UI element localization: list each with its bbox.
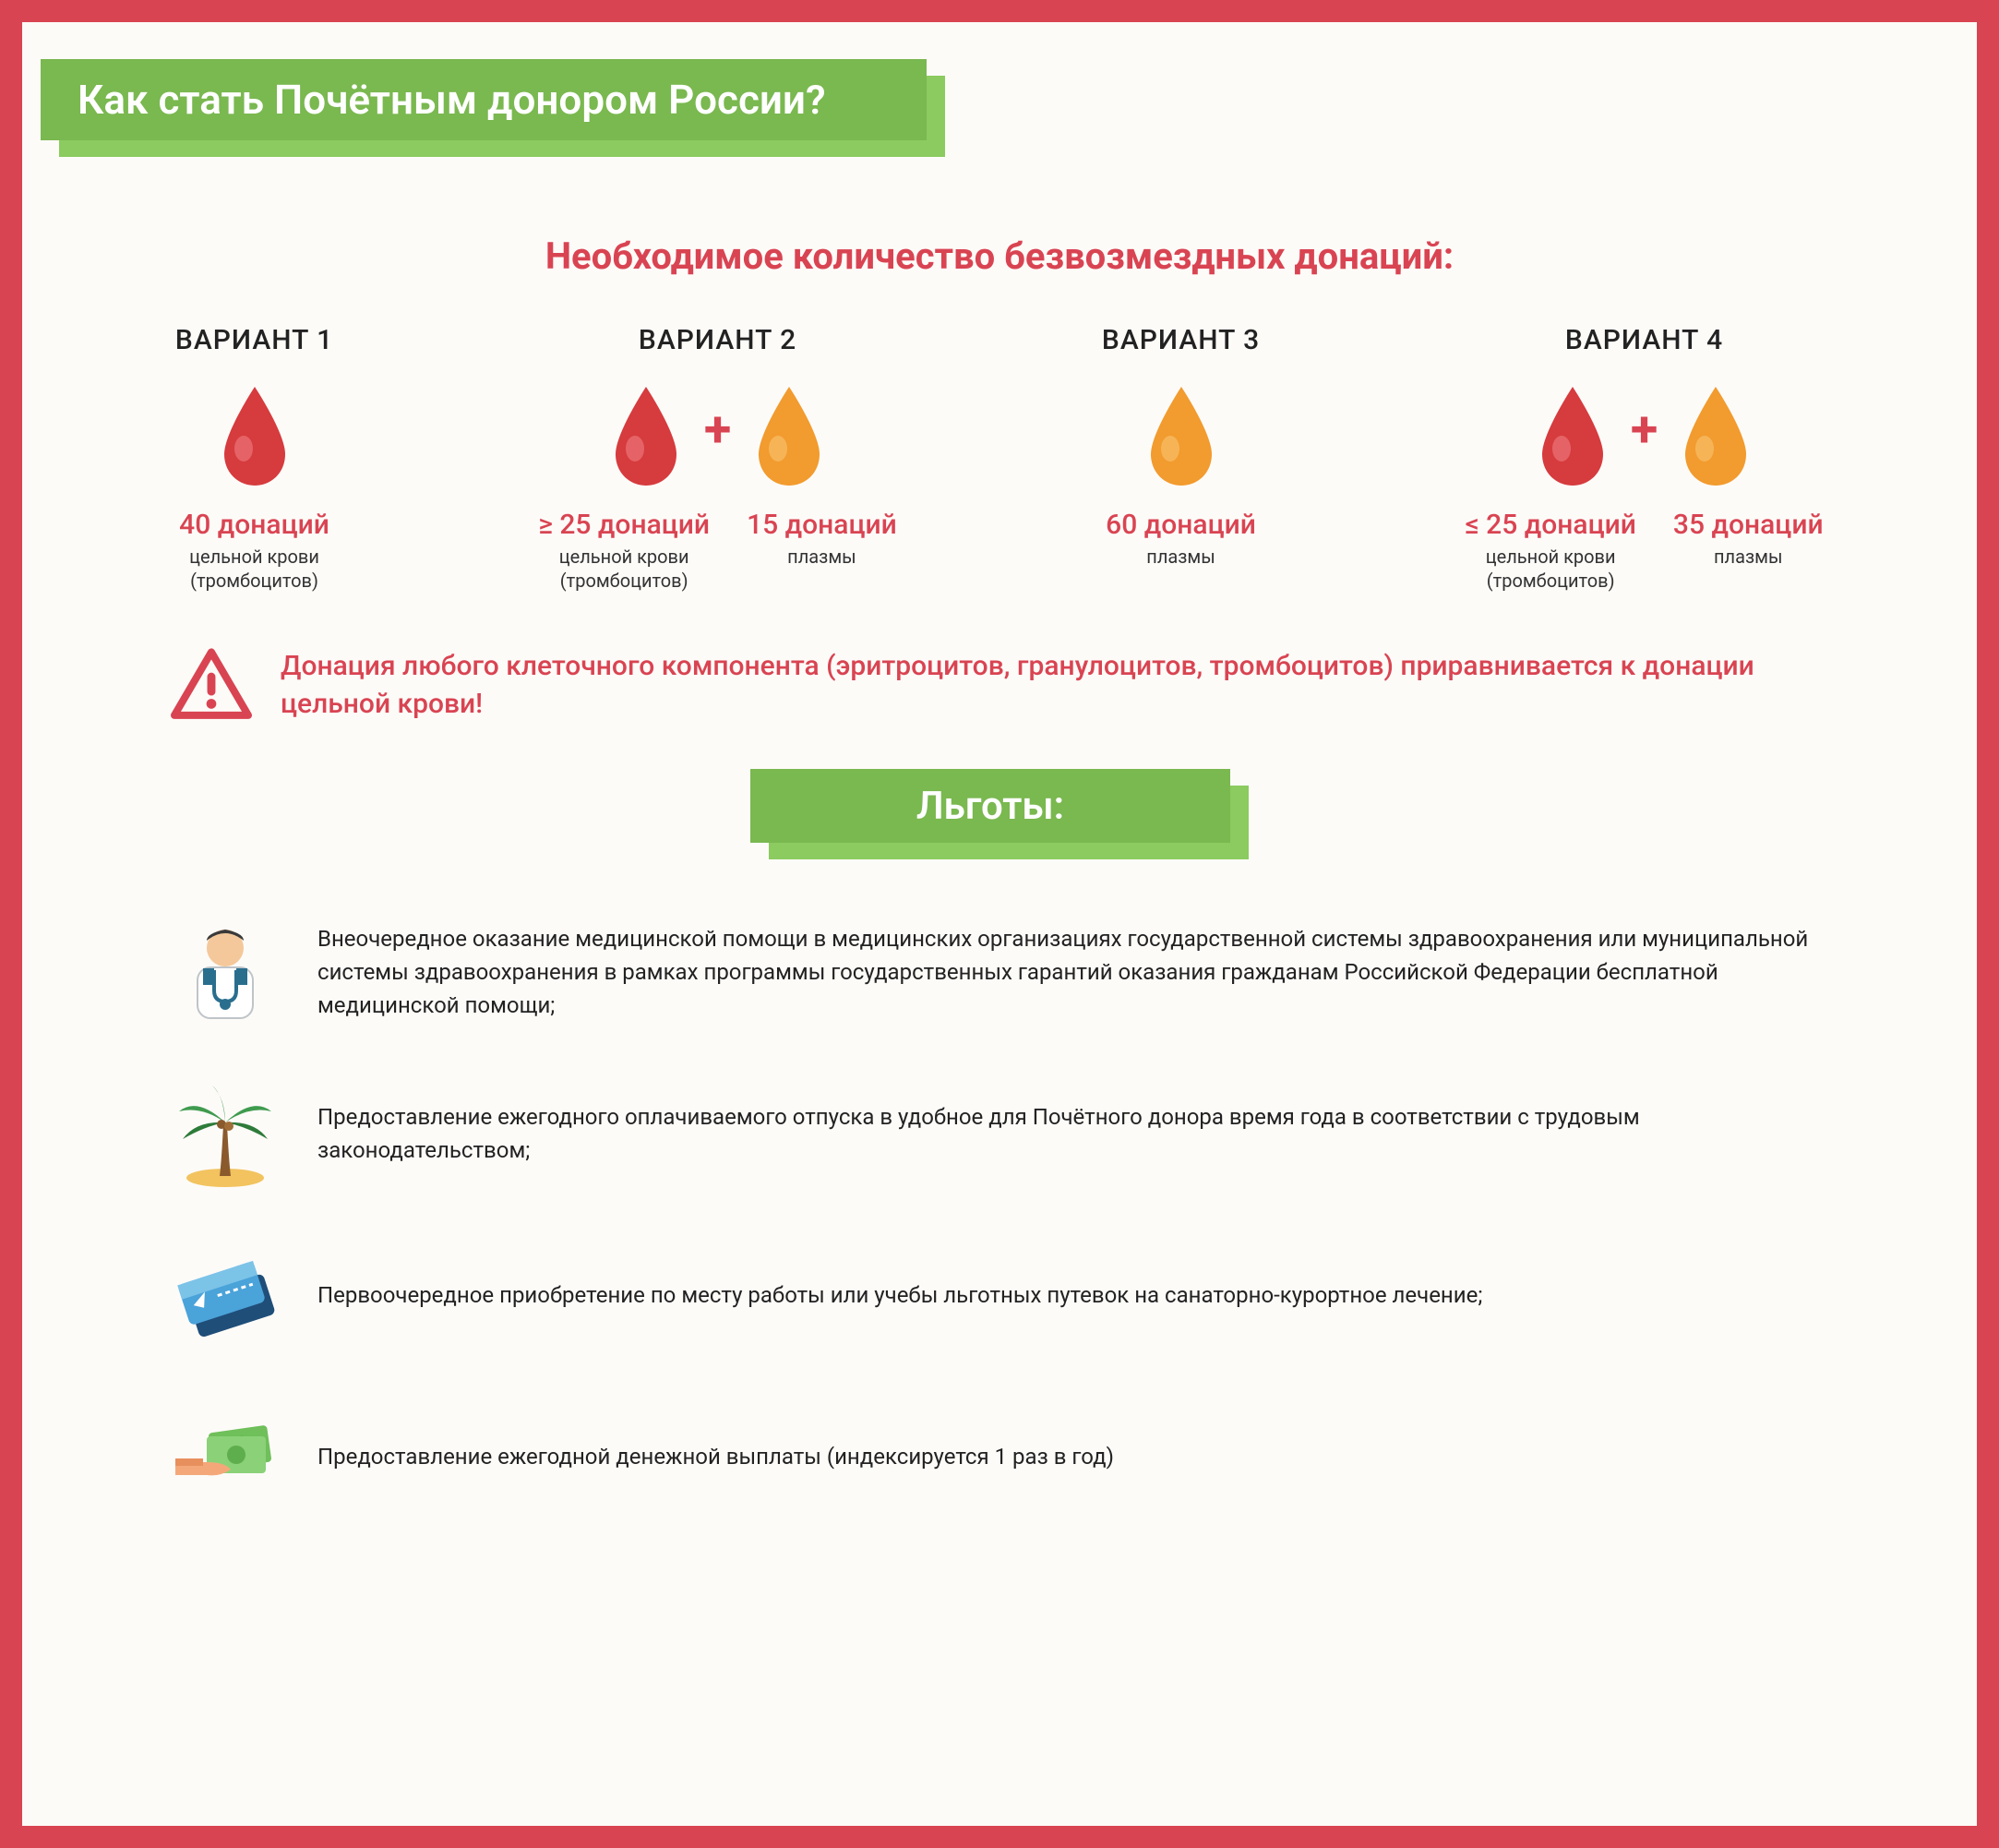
banner-main: Как стать Почётным донором России? — [41, 59, 927, 140]
donations-row: 60 донаций плазмы — [1013, 509, 1348, 569]
donation-type: плазмы — [1673, 545, 1824, 569]
blood-drop-icon — [1531, 382, 1614, 488]
benefit-row: Первоочередное приобретение по месту раб… — [170, 1240, 1829, 1350]
variant-label: ВАРИАНТ 2 — [449, 324, 986, 356]
page-title: Как стать Почётным донором России? — [78, 76, 826, 124]
blood-drop-icon — [1140, 382, 1223, 488]
variant-label: ВАРИАНТ 1 — [87, 324, 422, 356]
benefit-icon-wrap — [170, 1078, 281, 1189]
blood-drop-icon — [1674, 382, 1757, 488]
blood-drop-icon — [748, 382, 831, 488]
doctor-icon — [170, 917, 281, 1027]
donation-type: плазмы — [747, 545, 897, 569]
content-area: Необходимое количество безвозмездных дон… — [22, 105, 1977, 1512]
donation-col: 60 донаций плазмы — [1106, 509, 1256, 569]
donation-count: 60 донаций — [1106, 509, 1256, 541]
donation-count: 15 донаций — [747, 509, 897, 541]
donation-type: плазмы — [1106, 545, 1256, 569]
donations-row: ≥ 25 донаций цельной крови(тромбоцитов) … — [449, 509, 986, 593]
warning-row: Донация любого клеточного компонента (эр… — [87, 648, 1912, 723]
drops-row: + — [1376, 379, 1912, 490]
donation-col: ≥ 25 донаций цельной крови(тромбоцитов) — [538, 509, 710, 593]
donation-col: ≤ 25 донаций цельной крови(тромбоцитов) — [1465, 509, 1635, 593]
variant: ВАРИАНТ 3 60 донаций плазмы — [1013, 324, 1348, 593]
palm-tree-icon — [170, 1078, 281, 1189]
benefits-list: Внеочередное оказание медицинской помощи… — [87, 917, 1912, 1512]
money-hand-icon — [170, 1401, 281, 1512]
plus-icon: + — [1631, 405, 1658, 455]
infographic-frame: Как стать Почётным донором России? Необх… — [0, 0, 1999, 1848]
drops-row: + — [449, 379, 986, 490]
benefit-icon-wrap — [170, 917, 281, 1027]
donation-type: цельной крови(тромбоцитов) — [179, 545, 329, 593]
variant: ВАРИАНТ 4 + ≤ 25 донаций цельной крови(т… — [1376, 324, 1912, 593]
variant: ВАРИАНТ 1 40 донаций цельной крови(тромб… — [87, 324, 422, 593]
benefit-icon-wrap — [170, 1401, 281, 1512]
benefit-row: Предоставление ежегодной денежной выплат… — [170, 1401, 1829, 1512]
plus-icon: + — [704, 405, 731, 455]
donation-count: ≤ 25 донаций — [1465, 509, 1635, 541]
benefit-icon-wrap — [170, 1240, 281, 1350]
drops-row — [1013, 379, 1348, 490]
required-heading: Необходимое количество безвозмездных дон… — [87, 234, 1912, 278]
donation-type: цельной крови(тромбоцитов) — [538, 545, 710, 593]
donation-type: цельной крови(тромбоцитов) — [1465, 545, 1635, 593]
warning-text: Донация любого клеточного компонента (эр… — [281, 648, 1829, 723]
blood-drop-icon — [213, 382, 296, 488]
benefit-text: Первоочередное приобретение по месту раб… — [317, 1278, 1482, 1312]
drops-row — [87, 379, 422, 490]
benefit-text: Предоставление ежегодной денежной выплат… — [317, 1440, 1114, 1473]
donation-count: 40 донаций — [179, 509, 329, 541]
variant: ВАРИАНТ 2 + ≥ 25 донаций цельной крови(т… — [449, 324, 986, 593]
donations-row: ≤ 25 донаций цельной крови(тромбоцитов) … — [1376, 509, 1912, 593]
tickets-icon — [170, 1240, 281, 1350]
benefits-banner: Льготы: — [750, 769, 1249, 861]
donation-col: 15 донаций плазмы — [747, 509, 897, 593]
benefit-text: Внеочередное оказание медицинской помощи… — [317, 922, 1829, 1022]
benefits-heading: Льготы: — [916, 784, 1064, 829]
variants-row: ВАРИАНТ 1 40 донаций цельной крови(тромб… — [87, 324, 1912, 593]
donation-count: ≥ 25 донаций — [538, 509, 710, 541]
benefit-row: Предоставление ежегодного оплачиваемого … — [170, 1078, 1829, 1189]
banner-main: Льготы: — [750, 769, 1230, 843]
warning-triangle-icon — [170, 648, 253, 722]
benefit-row: Внеочередное оказание медицинской помощи… — [170, 917, 1829, 1027]
blood-drop-icon — [604, 382, 688, 488]
donation-col: 35 донаций плазмы — [1673, 509, 1824, 593]
donation-count: 35 донаций — [1673, 509, 1824, 541]
donations-row: 40 донаций цельной крови(тромбоцитов) — [87, 509, 422, 593]
variant-label: ВАРИАНТ 4 — [1376, 324, 1912, 356]
variant-label: ВАРИАНТ 3 — [1013, 324, 1348, 356]
benefit-text: Предоставление ежегодного оплачиваемого … — [317, 1100, 1829, 1167]
donation-col: 40 донаций цельной крови(тромбоцитов) — [179, 509, 329, 593]
